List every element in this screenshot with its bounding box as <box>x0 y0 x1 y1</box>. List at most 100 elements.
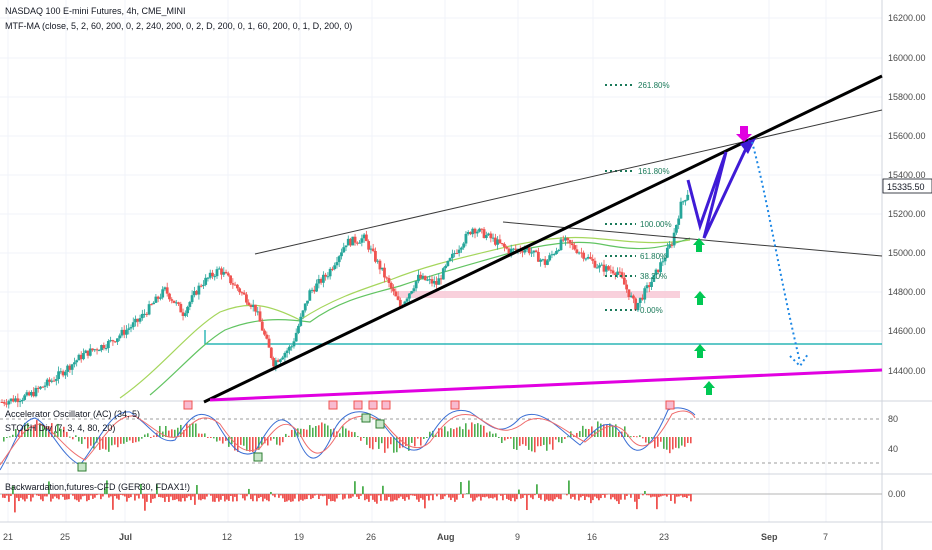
oscillator-bar <box>552 437 554 450</box>
time-label: 12 <box>222 532 232 542</box>
oscillator-bar <box>483 425 485 437</box>
backwardation-bar <box>258 494 260 499</box>
time-label: 7 <box>823 532 828 542</box>
candle-body <box>159 297 162 299</box>
backwardation-bar <box>686 494 688 499</box>
buy-signal-arrows[interactable] <box>693 238 715 395</box>
price-tick: 14400.00 <box>888 366 926 376</box>
backwardation-bar <box>54 494 56 497</box>
backwardation-bar <box>298 494 300 502</box>
oscillator-bar <box>147 433 149 437</box>
backwardation-histogram[interactable] <box>2 480 692 513</box>
oscillator-bar <box>558 437 560 443</box>
sell-signal-arrow[interactable] <box>736 126 752 142</box>
oscillator-bar <box>306 429 308 437</box>
candlestick-series[interactable] <box>0 189 690 409</box>
candle-body <box>278 359 282 362</box>
bold-trend-line[interactable] <box>203 74 883 404</box>
candle-body <box>156 296 160 299</box>
backwardation-bar <box>610 494 612 500</box>
backwardation-bar <box>412 494 414 496</box>
upper-channel-line[interactable] <box>254 109 883 255</box>
candle-body <box>319 278 323 283</box>
backwardation-bar <box>350 494 352 499</box>
oscillator-bar <box>69 436 71 438</box>
candle-body <box>351 236 355 246</box>
candle-body <box>559 239 563 250</box>
candle-body <box>106 340 110 349</box>
backwardation-bar <box>602 494 604 495</box>
backwardation-bar <box>664 494 666 496</box>
backwardation-bar <box>166 494 168 497</box>
candle-body <box>265 334 269 339</box>
backwardation-bar <box>234 494 236 497</box>
backwardation-bar <box>356 494 358 497</box>
oscillator-bar <box>411 437 413 443</box>
candle-body <box>122 329 126 335</box>
projected-drop-arrow[interactable] <box>751 141 801 363</box>
oscillator-bar <box>441 428 443 437</box>
fib-retracement[interactable] <box>605 84 636 311</box>
oscillator-bar <box>333 428 335 437</box>
oscillator-bar <box>210 437 212 438</box>
buy-arrow-1[interactable] <box>693 238 705 252</box>
oscillator-bar <box>390 437 392 445</box>
backwardation-bar <box>534 494 536 496</box>
supply-zone[interactable] <box>398 291 680 298</box>
backwardation-bar <box>570 494 572 499</box>
candle-body <box>625 284 629 290</box>
backwardation-bar <box>326 494 328 506</box>
candle-body <box>437 278 441 285</box>
candle-body <box>541 259 545 261</box>
symbol-title: NASDAQ 100 E-mini Futures, 4h, CME_MINI <box>5 6 186 16</box>
oscillator-bar <box>636 436 638 438</box>
backwardation-bar <box>656 494 658 510</box>
time-axis[interactable]: 21 25 Jul 12 19 26 Aug 9 16 23 Sep 7 <box>3 532 828 542</box>
buy-arrow-4[interactable] <box>703 381 715 395</box>
candle-body <box>367 241 371 250</box>
oscillator-bar <box>384 437 386 453</box>
backwardation-bar <box>38 494 40 497</box>
projection-path[interactable] <box>686 139 752 239</box>
candle-body <box>394 291 398 297</box>
backwardation-bar <box>136 494 138 496</box>
oscillator-bar <box>93 437 95 449</box>
backwardation-bar <box>598 494 600 501</box>
candle-body <box>138 318 142 322</box>
candle-body <box>632 295 635 299</box>
candle-body <box>152 302 156 305</box>
oscillator-bar <box>465 423 467 437</box>
backwardation-bar <box>244 494 246 501</box>
oscillator-bar <box>234 437 236 451</box>
candle-body <box>426 279 429 281</box>
ma-line-2 <box>149 237 691 396</box>
candle-body <box>32 391 36 397</box>
backwardation-bar <box>150 494 152 503</box>
backwardation-bar <box>472 494 474 502</box>
oscillator-bar <box>240 437 242 445</box>
oscillator-bar <box>165 426 167 437</box>
backwardation-bar <box>430 494 432 496</box>
backwardation-bar <box>270 491 272 494</box>
buy-arrow-2[interactable] <box>694 291 706 305</box>
candle-body <box>546 260 549 265</box>
candle-body <box>453 253 457 255</box>
candle-body <box>380 267 384 270</box>
magenta-support-line[interactable] <box>209 368 883 402</box>
candle-body <box>555 250 558 254</box>
oscillator-bar <box>282 437 284 443</box>
candle-body <box>333 265 337 270</box>
backwardation-bar <box>74 494 76 500</box>
price-axis[interactable]: 16200.00 16000.00 15800.00 15600.00 1540… <box>888 13 926 376</box>
candle-body <box>245 294 248 303</box>
oscillator-bar <box>588 429 590 437</box>
candle-body <box>656 269 660 273</box>
oscillator-bar <box>372 437 374 450</box>
oscillator-bar <box>516 437 518 450</box>
buy-arrow-3[interactable] <box>694 344 706 358</box>
backwardation-bar <box>14 494 16 513</box>
backwardation-bar <box>492 494 494 499</box>
candle-body <box>412 288 416 292</box>
backwardation-bar <box>182 494 184 499</box>
